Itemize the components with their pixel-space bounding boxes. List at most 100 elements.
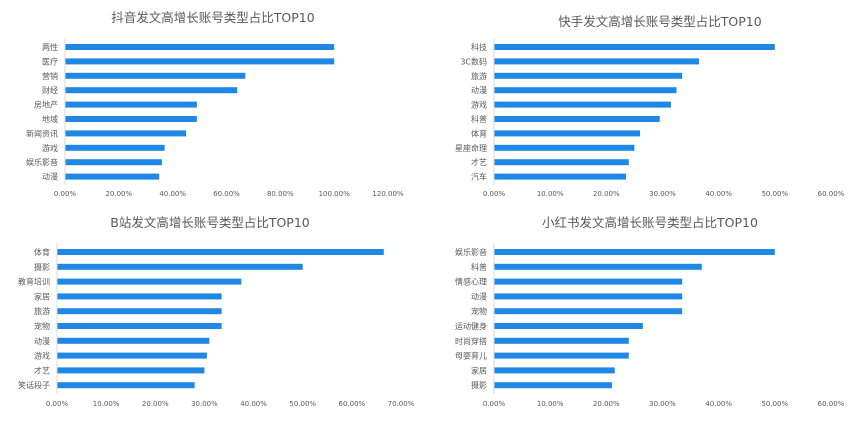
douyin-bar [65,130,187,137]
xiaohongshu-bar [494,249,775,255]
douyin-category-label: 新闻资讯 [26,128,58,138]
bilibili-tick-label: 30.00% [191,400,218,408]
kuaishou-category-label: 星座命理 [455,143,487,153]
xiaohongshu-tick-label: 40.00% [705,400,732,408]
douyin-tick-label: 0.00% [54,190,77,198]
kuaishou-category-label: 才艺 [471,157,487,167]
douyin-tick-label: 20.00% [105,190,132,198]
kuaishou-tick-label: 60.00% [818,190,845,198]
kuaishou-bar [494,144,635,151]
xiaohongshu-category-label: 摄影 [471,380,487,390]
bilibili-tick-label: 50.00% [289,400,316,408]
xiaohongshu-category-label: 家居 [471,365,487,375]
douyin-bar [65,144,165,151]
kuaishou-category-label: 体育 [471,128,487,138]
kuaishou-category-label: 动漫 [471,85,487,95]
douyin-category-label: 游戏 [42,143,58,153]
bilibili-bar [57,249,384,255]
douyin-tick-label: 100.00% [319,190,350,198]
xiaohongshu-category-label: 动漫 [471,291,487,301]
xiaohongshu-tick-label: 0.00% [483,400,506,408]
kuaishou-tick-label: 20.00% [593,190,620,198]
douyin-bar [65,87,238,94]
xiaohongshu-category-label: 时尚穿搭 [455,336,487,346]
xiaohongshu-tick-label: 10.00% [537,400,564,408]
bilibili-bar [57,278,242,285]
xiaohongshu-tick-label: 60.00% [818,400,845,408]
xiaohongshu-tick-label: 30.00% [649,400,676,408]
bilibili-bar [57,308,222,315]
douyin-tick-label: 60.00% [213,190,240,198]
xiaohongshu-chart-title: 小红书发文高增长账号类型占比TOP10 [542,215,758,230]
kuaishou-bar [494,72,683,79]
bilibili-bar [57,352,207,359]
kuaishou-bar [494,130,641,137]
douyin-bar [65,173,160,180]
kuaishou-tick-label: 40.00% [705,190,732,198]
xiaohongshu-category-label: 运动健身 [455,321,487,331]
bilibili-category-label: 才艺 [34,365,50,375]
bilibili-tick-label: 0.00% [46,400,69,408]
douyin-category-label: 房地产 [34,100,58,110]
douyin-category-label: 营销 [42,71,58,81]
bilibili-category-label: 宠物 [34,321,50,331]
kuaishou-bar [494,101,671,108]
douyin-category-label: 动漫 [42,172,58,182]
kuaishou-category-label: 游戏 [471,100,487,110]
douyin-bar [65,44,335,50]
kuaishou-tick-label: 0.00% [483,190,506,198]
bilibili-category-label: 动漫 [34,336,50,346]
douyin-bar [65,72,246,79]
bilibili-category-label: 体育 [34,247,50,257]
xiaohongshu-tick-label: 20.00% [593,400,620,408]
douyin-tick-label: 40.00% [159,190,186,198]
xiaohongshu-bar [494,263,702,270]
xiaohongshu-bar [494,337,629,344]
douyin-category-label: 两性 [42,42,58,52]
douyin-category-label: 财经 [42,85,58,95]
douyin-category-label: 娱乐影音 [26,157,58,167]
bilibili-category-label: 摄影 [34,262,50,272]
bilibili-tick-label: 70.00% [388,400,415,408]
xiaohongshu-bar [494,382,612,389]
bilibili-category-label: 笑话段子 [18,380,50,390]
xiaohongshu-category-label: 母婴育儿 [455,351,487,361]
xiaohongshu-bar [494,293,683,300]
kuaishou-category-label: 科技 [471,42,487,52]
bilibili-bar [57,323,222,329]
kuaishou-bar [494,58,700,65]
kuaishou-category-label: 科普 [471,114,487,124]
douyin-chart-title: 抖音发文高增长账号类型占比TOP10 [111,10,314,25]
xiaohongshu-bar [494,278,683,285]
bilibili-category-label: 游戏 [34,351,50,361]
bilibili-category-label: 家居 [34,291,50,301]
kuaishou-bar [494,87,677,94]
xiaohongshu-category-label: 科普 [471,262,487,272]
kuaishou-tick-label: 50.00% [761,190,788,198]
xiaohongshu-bar [494,367,615,374]
bilibili-chart-title: B站发文高增长账号类型占比TOP10 [110,215,310,230]
kuaishou-bar [494,159,629,166]
douyin-category-label: 地域 [42,114,58,124]
douyin-tick-label: 80.00% [267,190,294,198]
bilibili-tick-label: 60.00% [339,400,366,408]
kuaishou-tick-label: 30.00% [649,190,676,198]
xiaohongshu-category-label: 情感心理 [455,277,487,287]
douyin-bar [65,116,197,122]
bilibili-category-label: 教育培训 [18,277,50,287]
kuaishou-bar [494,44,775,50]
xiaohongshu-tick-label: 50.00% [761,400,788,408]
xiaohongshu-bar [494,323,643,329]
kuaishou-bar [494,173,626,180]
douyin-tick-label: 120.00% [372,190,403,198]
douyin-bar [65,101,197,108]
kuaishou-category-label: 汽车 [471,172,487,182]
bilibili-bar [57,337,210,344]
xiaohongshu-category-label: 宠物 [471,306,487,316]
xiaohongshu-bar [494,352,629,359]
bilibili-tick-label: 40.00% [240,400,267,408]
bilibili-tick-label: 20.00% [142,400,169,408]
xiaohongshu-category-label: 娱乐影音 [455,247,487,257]
